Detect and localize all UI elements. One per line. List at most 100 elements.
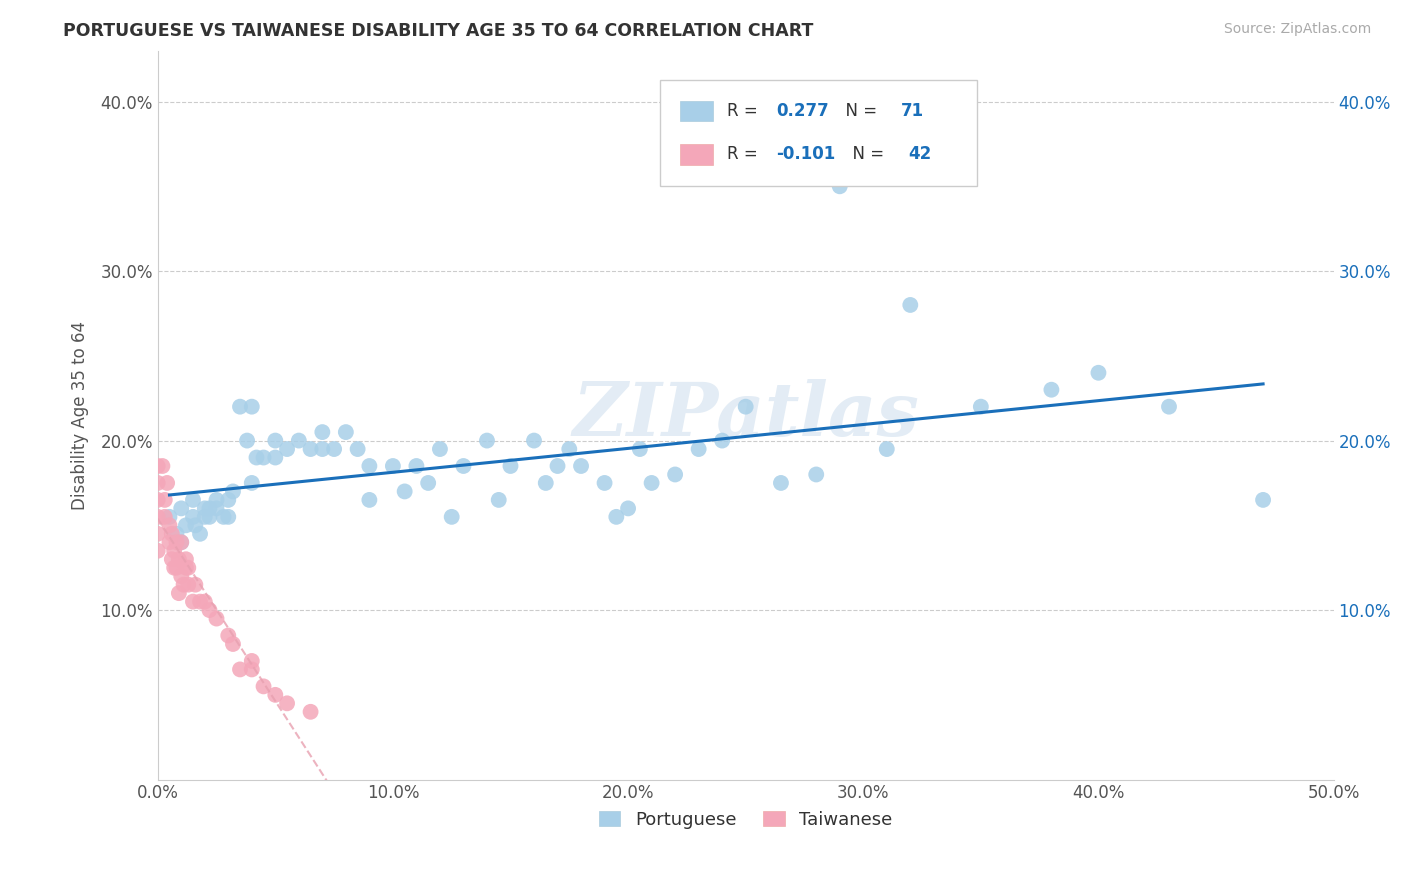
Point xyxy=(146,526,169,541)
Point xyxy=(194,501,217,516)
Point xyxy=(381,458,404,473)
Point xyxy=(276,442,298,456)
Point xyxy=(429,442,451,456)
Point xyxy=(688,442,710,456)
Point xyxy=(970,400,993,414)
Point xyxy=(558,442,581,456)
Point xyxy=(240,662,263,676)
Text: PORTUGUESE VS TAIWANESE DISABILITY AGE 35 TO 64 CORRELATION CHART: PORTUGUESE VS TAIWANESE DISABILITY AGE 3… xyxy=(63,22,814,40)
Point xyxy=(617,501,640,516)
Point xyxy=(440,509,463,524)
Point xyxy=(769,475,792,490)
Point xyxy=(323,442,346,456)
Point xyxy=(184,518,207,533)
Point xyxy=(170,569,193,583)
Text: -0.101: -0.101 xyxy=(776,145,835,163)
Point xyxy=(166,535,188,549)
Point xyxy=(898,298,921,312)
Point xyxy=(569,458,592,473)
Point xyxy=(640,475,662,490)
Point xyxy=(240,400,263,414)
Point xyxy=(160,526,183,541)
Point xyxy=(174,560,197,574)
Point xyxy=(205,501,228,516)
Point xyxy=(159,535,181,549)
Point xyxy=(188,526,211,541)
Point xyxy=(523,434,546,448)
Point xyxy=(205,492,228,507)
Point xyxy=(166,560,188,574)
Point xyxy=(198,603,221,617)
Point xyxy=(488,492,510,507)
Point xyxy=(229,400,252,414)
Point xyxy=(198,509,221,524)
Point xyxy=(229,662,252,676)
Point xyxy=(159,509,181,524)
Point xyxy=(181,594,204,608)
Point xyxy=(146,492,169,507)
Point xyxy=(605,509,627,524)
Text: ZIPatlas: ZIPatlas xyxy=(572,379,920,451)
Point xyxy=(163,560,186,574)
Point xyxy=(264,434,287,448)
Point xyxy=(167,552,190,566)
Point xyxy=(534,475,557,490)
Point xyxy=(264,688,287,702)
Point xyxy=(288,434,311,448)
Point xyxy=(876,442,898,456)
Point xyxy=(177,560,200,574)
Point xyxy=(359,458,381,473)
Point xyxy=(276,696,298,710)
Point xyxy=(170,501,193,516)
Point xyxy=(311,425,333,439)
Point xyxy=(628,442,651,456)
Point xyxy=(181,509,204,524)
Point xyxy=(828,179,851,194)
Point xyxy=(205,611,228,625)
Point xyxy=(146,509,169,524)
Point xyxy=(1087,366,1109,380)
Point xyxy=(1040,383,1063,397)
Point xyxy=(152,458,174,473)
Point xyxy=(240,475,263,490)
Point xyxy=(252,679,274,693)
Point xyxy=(170,535,193,549)
Point xyxy=(711,434,734,448)
Point xyxy=(311,442,333,456)
Point xyxy=(160,552,183,566)
Point xyxy=(593,475,616,490)
Point xyxy=(167,586,190,600)
Point xyxy=(1157,400,1180,414)
Point xyxy=(163,543,186,558)
Text: 0.277: 0.277 xyxy=(776,102,830,120)
Point xyxy=(394,484,416,499)
Point xyxy=(335,425,357,439)
Point xyxy=(153,509,176,524)
Point xyxy=(1251,492,1274,507)
Point xyxy=(217,492,239,507)
Point xyxy=(146,475,169,490)
Point xyxy=(299,442,322,456)
FancyBboxPatch shape xyxy=(659,80,977,186)
Point xyxy=(222,637,245,651)
Text: 71: 71 xyxy=(901,102,924,120)
Point xyxy=(405,458,427,473)
Point xyxy=(181,492,204,507)
Point xyxy=(173,577,195,591)
Point xyxy=(264,450,287,465)
Point xyxy=(499,458,522,473)
Point xyxy=(194,594,217,608)
Point xyxy=(236,434,259,448)
Text: 42: 42 xyxy=(908,145,931,163)
Point xyxy=(547,458,569,473)
Point xyxy=(153,492,176,507)
Text: Source: ZipAtlas.com: Source: ZipAtlas.com xyxy=(1223,22,1371,37)
Point xyxy=(299,705,322,719)
Point xyxy=(174,518,197,533)
Y-axis label: Disability Age 35 to 64: Disability Age 35 to 64 xyxy=(72,320,89,509)
Point xyxy=(212,509,235,524)
Point xyxy=(177,577,200,591)
Point xyxy=(170,535,193,549)
FancyBboxPatch shape xyxy=(681,145,713,164)
Point xyxy=(184,577,207,591)
